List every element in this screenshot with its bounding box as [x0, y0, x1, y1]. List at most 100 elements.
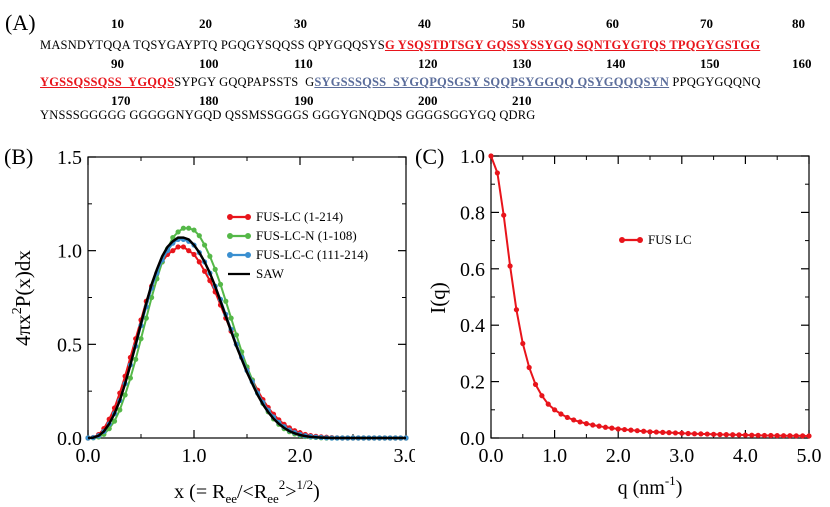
legend-label: FUS-LC-N (1-108)	[256, 228, 357, 243]
x-tick-label: 3.0	[394, 445, 416, 467]
x-tick-label: 1.0	[182, 445, 207, 467]
series-line-fus-lc	[490, 155, 810, 437]
series-line-saw	[87, 236, 406, 440]
data-point	[730, 432, 736, 438]
data-point	[806, 433, 812, 439]
data-point	[223, 298, 229, 304]
data-point	[564, 414, 570, 421]
y-tick-label: 0.0	[57, 428, 82, 450]
data-point	[143, 315, 149, 321]
sequence-panel: (A) 10 20 30 40 50 60 70 80 MASNDYTQQA T…	[0, 0, 830, 140]
y-axis-label: 4πx2P(x)dx	[10, 250, 35, 346]
residue-number: 160	[792, 56, 812, 71]
residue-number: 100	[199, 56, 219, 71]
data-point	[647, 429, 653, 435]
data-point	[111, 418, 118, 424]
data-point	[196, 259, 202, 265]
data-point	[621, 426, 628, 433]
y-tick-label: 0.4	[460, 315, 485, 337]
plot-frame	[87, 156, 407, 439]
y-axis-label: I(q)	[426, 282, 450, 313]
x-tick-label: 2.0	[288, 445, 313, 467]
data-point	[711, 431, 717, 437]
distance-distribution-chart: (B) 0.0 1.0 2.0 3.0 0.0 0.5 1.0 1.5 FUS-LC (1-2…	[4, 144, 416, 506]
data-point	[526, 364, 532, 371]
y-tick-label: 1.0	[460, 146, 485, 168]
residue-number: 210	[512, 93, 532, 108]
data-point	[558, 411, 564, 417]
data-point	[628, 427, 634, 433]
data-point	[761, 432, 768, 439]
data-point	[133, 356, 139, 362]
sequence-highlight-blue: SYGSSSQSS SYGQPQSGSY SQQPSYGGQQ QSYGQQQS…	[314, 75, 670, 89]
residue-number: 120	[418, 56, 438, 71]
data-point	[202, 268, 208, 274]
y-tick-label: 0.8	[460, 202, 485, 224]
sequence-plain: PPQGYGQQNQ	[669, 75, 761, 89]
data-point	[122, 392, 128, 398]
residue-number: 110	[294, 56, 313, 71]
data-point	[228, 315, 234, 321]
data-point	[679, 430, 685, 436]
legend-marker	[227, 252, 233, 258]
residue-number: 200	[418, 93, 438, 108]
data-point	[774, 433, 780, 439]
legend-marker	[245, 214, 251, 220]
data-point	[768, 432, 774, 439]
data-point	[170, 248, 176, 254]
legend-label: FUS-LC (1-214)	[256, 209, 343, 224]
data-point	[217, 281, 224, 287]
residue-number: 10	[111, 16, 124, 31]
panel-c-label: (C)	[415, 144, 444, 169]
data-point	[191, 251, 197, 258]
panel-b-label: (B)	[4, 144, 33, 169]
data-point	[787, 433, 793, 439]
sequence-plain: MASNDYTQQA TQSYGAYPTQ PGQGYSQQSS QPYGQQS…	[40, 38, 385, 52]
data-point	[175, 229, 181, 235]
data-point	[545, 401, 551, 407]
residue-number: 170	[111, 93, 131, 108]
sequence-plain: SYPGY GQQPAPSSTS G	[174, 75, 315, 89]
legend-marker	[245, 233, 251, 239]
residue-number: 50	[512, 16, 525, 31]
y-tick-label: 1.5	[57, 147, 82, 169]
data-point	[793, 433, 799, 439]
form-factor-chart: (C) 0.0 1.0 2.0 3.0 4.0 5.0 0.0 0.2 0.4 0.6 0.8 1.0…	[415, 144, 822, 499]
residue-number: 140	[606, 56, 626, 71]
x-tick-label: 4.0	[733, 445, 758, 467]
residue-number: 130	[512, 56, 532, 71]
data-point	[233, 332, 239, 338]
residue-number: 90	[111, 56, 124, 71]
residue-number: 70	[700, 16, 713, 31]
legend-label: FUS LC	[648, 232, 692, 247]
sequence-plain: YNSSSGGGGG GGGGGNYGQD QSSMSSGGGS GGGYGNQ…	[40, 108, 536, 122]
data-point	[539, 393, 545, 399]
data-point	[704, 431, 710, 437]
data-point	[653, 429, 659, 435]
data-point	[742, 432, 748, 438]
y-tick-label: 0.5	[57, 334, 82, 356]
data-point	[596, 423, 602, 429]
x-tick-label: 2.0	[606, 445, 631, 467]
plot-frame	[490, 155, 810, 439]
residue-number: 40	[418, 16, 431, 31]
data-point	[127, 375, 133, 381]
residue-number: 60	[606, 16, 619, 31]
legend-label: SAW	[256, 266, 285, 281]
data-point	[180, 244, 186, 250]
data-point	[571, 417, 577, 423]
legend-marker	[637, 237, 643, 243]
x-axis-label: x (= Ree/<Ree2>1/2)	[174, 477, 320, 506]
data-point	[186, 248, 192, 254]
data-point	[672, 430, 679, 436]
data-point	[138, 336, 144, 342]
data-point	[698, 431, 704, 437]
sequence-line-1: MASNDYTQQA TQSYGAYPTQ PGQGYSQQSS QPYGQQS…	[40, 38, 760, 53]
sequence-highlight-red: G YSQSTDTSGY GQSSYSSYGQ SQNTGYGTQS TPQGY…	[384, 38, 761, 52]
x-tick-label: 0.0	[479, 445, 504, 467]
data-point	[507, 263, 513, 269]
data-point	[691, 431, 698, 437]
sequence-highlight-red: YGSSQSSQSS YGQQS	[40, 75, 175, 89]
legend-marker	[619, 237, 625, 243]
data-point	[666, 430, 672, 436]
